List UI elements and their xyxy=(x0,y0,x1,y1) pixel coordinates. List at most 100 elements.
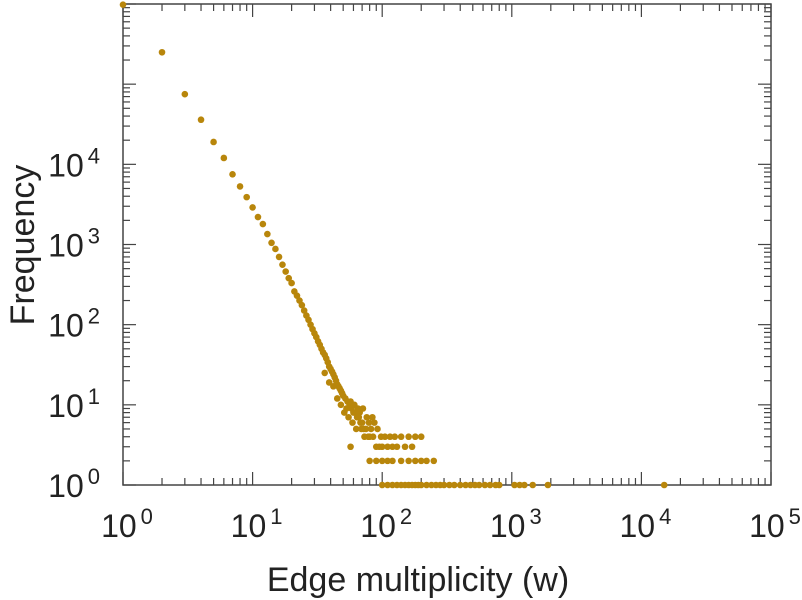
data-point xyxy=(516,481,523,489)
y-tick-label: 10 4 xyxy=(48,143,100,183)
data-point xyxy=(366,457,373,465)
data-point xyxy=(430,457,438,465)
data-point xyxy=(378,443,386,451)
data-point xyxy=(321,369,328,377)
data-point xyxy=(349,419,356,426)
plot-frame xyxy=(122,3,772,486)
data-point xyxy=(268,239,275,247)
data-point xyxy=(119,1,127,9)
y-tick-label: 10 1 xyxy=(48,384,100,424)
data-point xyxy=(446,481,453,489)
data-point xyxy=(197,116,205,124)
data-point xyxy=(393,443,401,451)
data-point xyxy=(462,481,469,489)
data-point xyxy=(417,481,425,489)
data-point xyxy=(333,395,341,402)
data-point xyxy=(361,433,368,441)
data-point xyxy=(236,183,244,190)
data-point xyxy=(423,481,430,489)
data-point xyxy=(384,443,391,451)
data-point xyxy=(210,138,217,146)
data-point xyxy=(401,443,409,451)
data-point xyxy=(285,274,293,282)
data-point xyxy=(511,481,518,489)
data-point xyxy=(372,457,380,465)
data-point xyxy=(325,379,333,386)
data-point xyxy=(264,230,271,238)
data-point xyxy=(423,457,430,465)
data-point xyxy=(300,307,308,314)
x-axis-label: Edge multiplicity (w) xyxy=(267,561,569,599)
data-point xyxy=(272,245,279,253)
data-point xyxy=(417,433,425,441)
data-point xyxy=(345,413,352,421)
data-point xyxy=(343,405,350,412)
y-axis-label: Frequency xyxy=(4,165,42,326)
data-point xyxy=(405,457,412,465)
data-point xyxy=(359,405,367,412)
data-point xyxy=(337,401,345,409)
data-point xyxy=(220,154,228,162)
data-point xyxy=(293,292,301,299)
data-point xyxy=(279,261,286,268)
data-point xyxy=(243,193,250,201)
x-tick-label: 10 1 xyxy=(231,504,283,544)
data-point xyxy=(384,481,391,489)
data-point xyxy=(456,481,464,489)
data-point xyxy=(363,413,371,421)
data-point xyxy=(481,481,489,489)
data-point xyxy=(378,481,386,489)
data-point xyxy=(367,425,375,433)
data-point xyxy=(529,481,537,489)
data-point xyxy=(386,433,394,441)
data-point xyxy=(417,457,425,465)
data-point xyxy=(362,425,370,433)
data-point xyxy=(158,48,166,56)
data-point xyxy=(450,481,458,489)
data-point xyxy=(275,253,283,261)
data-point xyxy=(282,268,289,275)
x-tick-label: 10 2 xyxy=(360,504,412,544)
data-point xyxy=(352,425,360,433)
data-point xyxy=(330,383,337,390)
data-point xyxy=(405,433,412,441)
data-point xyxy=(660,481,668,489)
y-tick-label: 10 2 xyxy=(48,304,100,344)
data-point xyxy=(259,220,267,228)
data-point xyxy=(408,443,416,451)
data-point xyxy=(521,481,528,489)
data-point xyxy=(374,425,381,433)
axes xyxy=(122,3,772,486)
data-point xyxy=(486,481,494,489)
data-point xyxy=(544,481,552,489)
data-point xyxy=(288,279,295,287)
x-tick-label: 10 5 xyxy=(749,504,801,544)
data-point xyxy=(365,419,373,426)
data-point xyxy=(495,481,503,489)
data-point xyxy=(411,433,419,441)
data-point xyxy=(358,425,365,433)
data-point xyxy=(391,433,399,441)
tick-labels: 10 0 10 1 10 2 10 3 10 4 10 5 10 0 10 1 10 2 10 3 10 4 xyxy=(48,143,801,544)
data-point xyxy=(397,457,405,465)
data-point xyxy=(378,457,386,465)
data-points xyxy=(119,1,668,489)
data-point xyxy=(229,171,236,178)
data-point xyxy=(358,419,366,426)
data-point xyxy=(181,90,189,98)
data-point xyxy=(298,301,306,309)
x-tick-label: 10 4 xyxy=(619,504,671,544)
x-tick-label: 10 3 xyxy=(490,504,542,544)
data-point xyxy=(347,443,354,451)
data-point xyxy=(254,213,262,221)
data-point xyxy=(249,204,256,211)
data-point xyxy=(381,433,389,441)
data-point xyxy=(475,481,483,489)
data-point xyxy=(440,481,448,489)
data-point xyxy=(371,419,378,426)
data-point xyxy=(411,457,419,465)
data-point xyxy=(369,433,377,441)
y-tick-label: 10 0 xyxy=(48,464,100,504)
x-tick-label: 10 0 xyxy=(101,504,153,544)
